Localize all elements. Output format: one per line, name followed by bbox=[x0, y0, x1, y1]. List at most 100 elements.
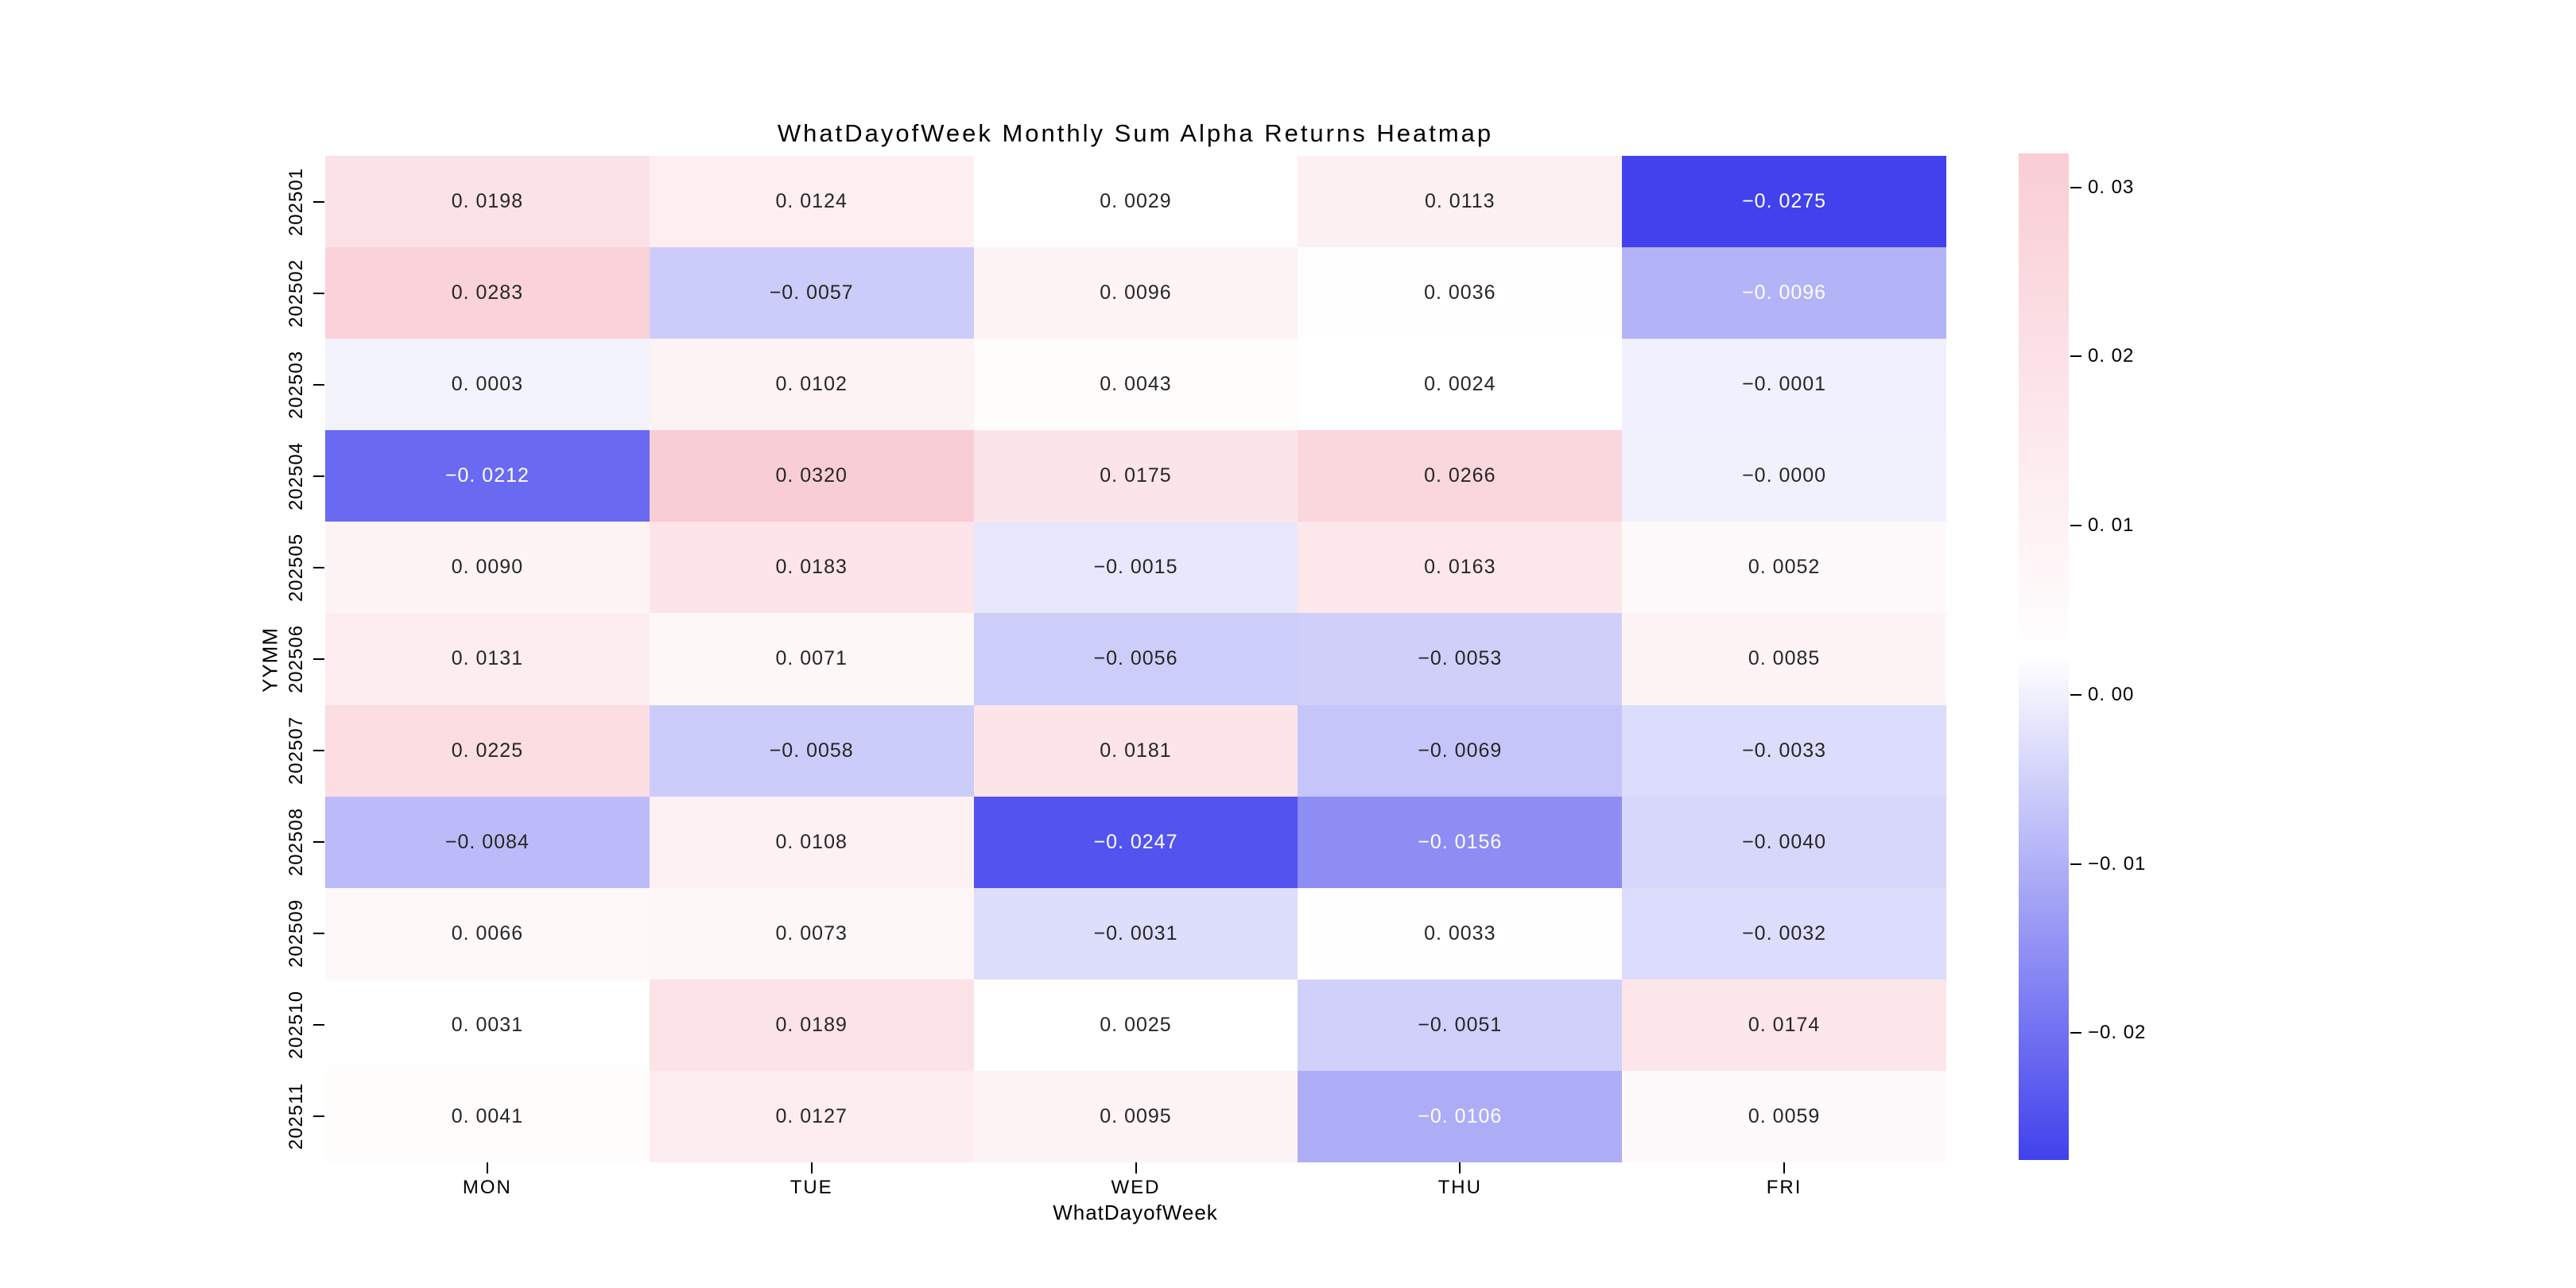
heatmap-cell: −0. 0040 bbox=[1622, 796, 1946, 888]
cell-value-label: 0. 0102 bbox=[775, 373, 848, 396]
cell-value-label: −0. 0156 bbox=[1418, 830, 1503, 853]
cell-value-label: 0. 0183 bbox=[775, 556, 848, 579]
x-tick-label: THU bbox=[1437, 1177, 1482, 1198]
heatmap-cell: 0. 0036 bbox=[1298, 247, 1623, 339]
heatmap-cell: 0. 0113 bbox=[1298, 156, 1623, 248]
y-tick-mark bbox=[313, 200, 324, 203]
cell-value-label: 0. 0163 bbox=[1424, 556, 1496, 579]
heatmap-cell: 0. 0124 bbox=[649, 156, 974, 248]
x-tick-label: MON bbox=[462, 1177, 512, 1198]
colorbar-tick-label: 0. 03 bbox=[2088, 176, 2135, 198]
colorbar-tick-mark bbox=[2070, 186, 2081, 188]
chart-title: WhatDayofWeek Monthly Sum Alpha Returns … bbox=[777, 119, 1494, 147]
colorbar-tick-mark bbox=[2070, 863, 2081, 865]
y-axis-label: YYMM bbox=[258, 627, 282, 692]
heatmap-cell: 0. 0033 bbox=[1298, 887, 1623, 980]
cell-value-label: −0. 0031 bbox=[1093, 921, 1178, 945]
cell-value-label: −0. 0096 bbox=[1742, 281, 1827, 305]
heatmap-cell: 0. 0024 bbox=[1298, 339, 1623, 431]
x-tick-mark bbox=[486, 1162, 488, 1174]
cell-value-label: −0. 0084 bbox=[444, 830, 530, 853]
heatmap-cell: −0. 0056 bbox=[973, 613, 1298, 705]
x-tick-label: FRI bbox=[1766, 1177, 1802, 1198]
heatmap-cell: −0. 0000 bbox=[1622, 430, 1946, 522]
cell-value-label: 0. 0073 bbox=[775, 921, 848, 945]
heatmap-cell: −0. 0084 bbox=[325, 796, 650, 888]
y-tick-label: 202507 bbox=[285, 716, 307, 786]
heatmap-cell: 0. 0073 bbox=[649, 887, 974, 980]
cell-value-label: 0. 0174 bbox=[1748, 1013, 1821, 1036]
y-tick-label: 202511 bbox=[285, 1083, 307, 1150]
cell-value-label: 0. 0189 bbox=[775, 1013, 848, 1036]
cell-value-label: −0. 0106 bbox=[1418, 1104, 1503, 1127]
colorbar-tick-label: 0. 00 bbox=[2088, 683, 2135, 705]
heatmap-cell: 0. 0131 bbox=[325, 613, 650, 705]
x-tick-mark bbox=[810, 1162, 813, 1174]
cell-value-label: 0. 0131 bbox=[451, 647, 524, 670]
heatmap-cell: 0. 0127 bbox=[649, 1070, 974, 1162]
heatmap-cell: 0. 0102 bbox=[649, 339, 974, 431]
y-tick-label: 202510 bbox=[285, 991, 307, 1060]
heatmap-cell: 0. 0320 bbox=[649, 430, 974, 522]
cell-value-label: −0. 0015 bbox=[1093, 556, 1178, 579]
y-tick-label: 202508 bbox=[285, 808, 307, 877]
heatmap-cell: −0. 0212 bbox=[325, 430, 650, 522]
heatmap-cell: −0. 0275 bbox=[1622, 156, 1946, 248]
y-tick-label: 202509 bbox=[285, 899, 307, 968]
colorbar-tick-mark bbox=[2070, 1032, 2081, 1034]
colorbar-tick-mark bbox=[2070, 355, 2081, 358]
cell-value-label: 0. 0181 bbox=[1100, 739, 1172, 762]
heatmap-grid: 0. 0198 0. 0124 0. 0029 0. 0113 −0. 0275 0. 0… bbox=[325, 156, 1946, 1162]
heatmap-cell: 0. 0189 bbox=[649, 979, 974, 1071]
x-tick-mark bbox=[1459, 1162, 1461, 1174]
heatmap-cell: 0. 0283 bbox=[325, 247, 650, 339]
heatmap-cell: −0. 0033 bbox=[1622, 704, 1946, 797]
heatmap-cell: −0. 0032 bbox=[1622, 887, 1946, 980]
heatmap-cell: 0. 0108 bbox=[649, 796, 974, 888]
cell-value-label: 0. 0124 bbox=[775, 190, 848, 213]
cell-value-label: 0. 0198 bbox=[451, 190, 524, 213]
cell-value-label: −0. 0001 bbox=[1742, 373, 1827, 396]
cell-value-label: −0. 0275 bbox=[1742, 190, 1827, 213]
heatmap-cell: −0. 0051 bbox=[1298, 979, 1623, 1071]
y-tick-label: 202502 bbox=[285, 258, 307, 328]
heatmap-cell: 0. 0085 bbox=[1622, 613, 1946, 705]
cell-value-label: 0. 0113 bbox=[1425, 190, 1496, 213]
cell-value-label: −0. 0033 bbox=[1742, 739, 1827, 762]
heatmap-cell: 0. 0090 bbox=[325, 522, 650, 614]
heatmap-cell: −0. 0001 bbox=[1622, 339, 1946, 431]
heatmap-cell: 0. 0043 bbox=[973, 339, 1298, 431]
heatmap-cell: 0. 0183 bbox=[649, 522, 974, 614]
y-tick-mark bbox=[313, 1024, 324, 1026]
y-tick-mark bbox=[313, 475, 324, 477]
heatmap-cell: 0. 0163 bbox=[1298, 522, 1623, 614]
y-tick-mark bbox=[313, 933, 324, 935]
heatmap-cell: 0. 0031 bbox=[325, 979, 650, 1071]
cell-value-label: 0. 0031 bbox=[451, 1013, 524, 1036]
cell-value-label: 0. 0095 bbox=[1100, 1104, 1172, 1127]
heatmap-cell: −0. 0069 bbox=[1298, 704, 1623, 797]
cell-value-label: 0. 0029 bbox=[1100, 190, 1172, 213]
heatmap-cell: −0. 0031 bbox=[973, 887, 1298, 980]
cell-value-label: −0. 0057 bbox=[769, 281, 854, 305]
heatmap-cell: −0. 0057 bbox=[649, 247, 974, 339]
y-tick-label: 202503 bbox=[285, 350, 307, 419]
cell-value-label: 0. 0041 bbox=[451, 1104, 524, 1127]
heatmap-cell: 0. 0041 bbox=[325, 1070, 650, 1162]
heatmap-cell: 0. 0198 bbox=[325, 156, 650, 248]
cell-value-label: −0. 0032 bbox=[1742, 921, 1827, 945]
cell-value-label: 0. 0071 bbox=[775, 647, 848, 670]
heatmap-cell: −0. 0106 bbox=[1298, 1070, 1623, 1162]
colorbar-gradient bbox=[2019, 153, 2069, 1160]
cell-value-label: 0. 0025 bbox=[1100, 1013, 1172, 1036]
colorbar-tick-mark bbox=[2070, 525, 2081, 527]
colorbar-tick-label: −0. 02 bbox=[2088, 1022, 2147, 1044]
cell-value-label: 0. 0096 bbox=[1100, 281, 1172, 305]
heatmap-cell: 0. 0071 bbox=[649, 613, 974, 705]
heatmap-cell: −0. 0156 bbox=[1298, 796, 1623, 888]
heatmap-cell: 0. 0052 bbox=[1622, 522, 1946, 614]
cell-value-label: −0. 0247 bbox=[1093, 830, 1178, 853]
heatmap-cell: −0. 0096 bbox=[1622, 247, 1946, 339]
y-tick-mark bbox=[313, 566, 324, 568]
cell-value-label: 0. 0175 bbox=[1100, 464, 1172, 487]
